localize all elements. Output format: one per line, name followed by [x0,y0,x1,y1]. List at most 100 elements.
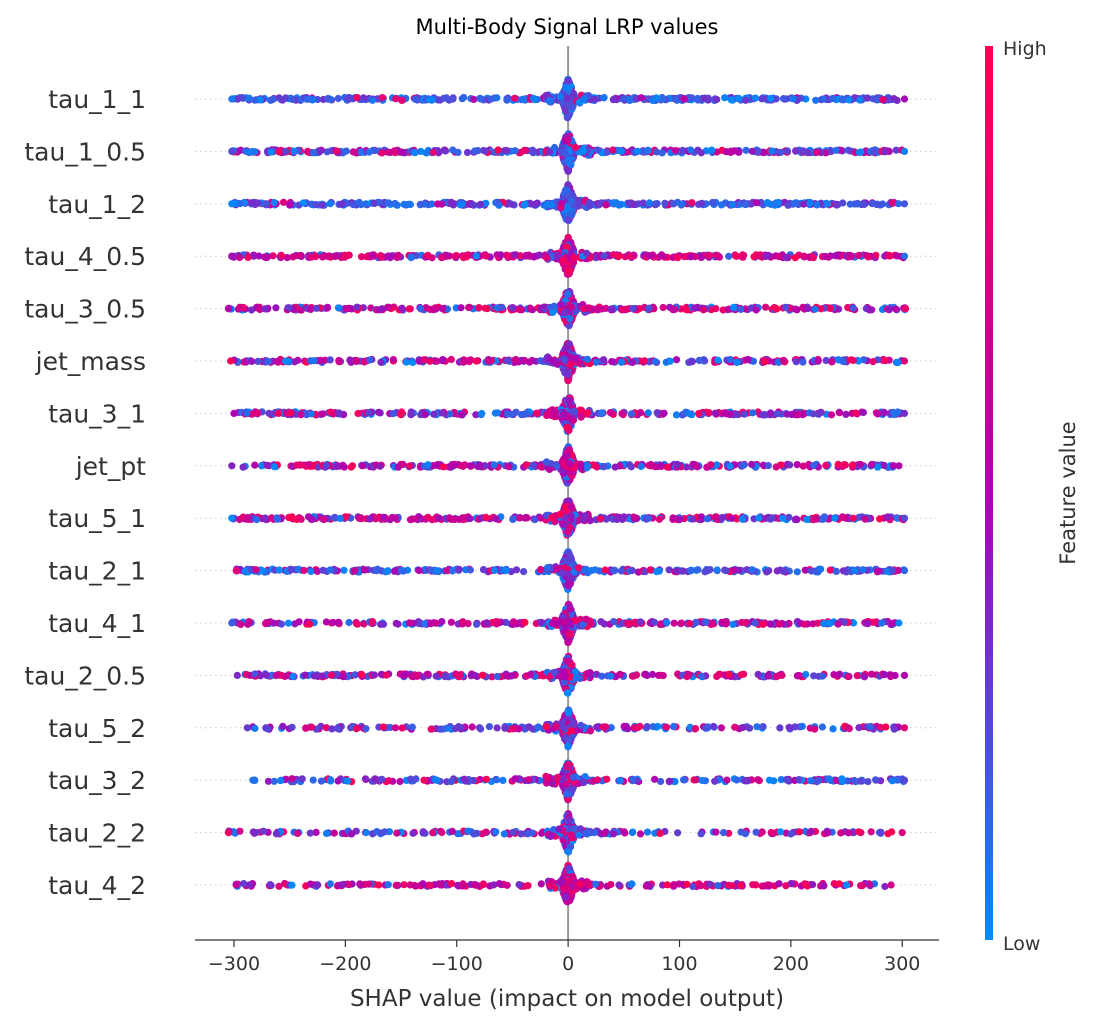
data-point [561,150,570,158]
data-point [458,200,466,208]
data-point [522,251,530,260]
data-point [459,358,468,366]
data-point [392,201,400,209]
data-point [706,252,714,260]
data-point [413,96,421,104]
data-point [892,358,901,366]
data-point [449,146,457,154]
data-point [526,304,534,312]
data-point [449,95,457,103]
data-point [511,251,519,259]
data-point [860,200,868,208]
data-point [575,98,584,106]
data-point [900,514,909,522]
data-point [556,93,565,101]
data-point [598,409,606,417]
data-point [601,566,609,574]
data-point [451,252,459,261]
data-point [881,356,889,364]
data-point [398,304,406,312]
data-point [742,201,750,209]
data-point [567,503,576,511]
data-point [625,461,634,469]
data-point [411,149,419,157]
data-point [274,357,282,365]
data-point [542,91,550,100]
data-point [388,513,396,522]
data-point [793,568,801,576]
data-point [742,96,750,104]
data-point [596,515,605,523]
data-point [859,566,867,574]
data-point [809,410,817,418]
data-point [366,356,374,364]
data-point [493,94,501,102]
data-point [661,199,669,207]
data-point [522,146,530,155]
feature-row-tau-3-0-5 [224,287,910,330]
data-point [782,254,791,262]
data-point [832,252,840,260]
data-point [553,251,561,259]
data-point [831,514,839,522]
data-point [679,146,687,154]
data-point [241,567,249,575]
data-point [355,514,363,523]
data-point [609,146,617,154]
data-point [686,410,694,418]
data-point [726,462,734,470]
data-point [760,358,768,366]
data-point [370,199,378,207]
data-point [762,303,770,311]
data-point [318,201,326,209]
data-point [299,199,307,207]
data-point [628,566,636,575]
data-point [476,200,484,208]
data-point [440,146,448,154]
data-point [433,461,441,469]
data-point [721,94,729,102]
data-point [810,461,818,470]
data-point [270,463,278,471]
data-point [341,251,349,259]
data-point [312,201,320,209]
data-point [669,514,677,522]
data-point [857,148,865,156]
data-point [338,200,346,208]
data-point [824,253,833,261]
data-point [583,249,591,257]
data-point [723,410,731,418]
data-point [706,566,714,574]
data-point [617,148,626,156]
data-point [348,462,356,470]
data-point [732,252,740,260]
data-point [543,254,551,262]
data-point [342,147,350,155]
data-point [806,199,814,207]
data-point [657,462,666,470]
data-point [565,267,573,276]
data-point [333,147,341,155]
data-point [529,94,538,102]
data-point [870,148,878,156]
data-point [375,408,383,416]
data-point [560,308,569,316]
data-point [750,253,758,261]
data-point [722,148,730,156]
data-point [707,461,715,469]
data-point [566,314,574,323]
data-point [832,146,840,154]
data-point [584,409,592,417]
data-point [600,463,608,471]
data-point [660,409,668,417]
data-point [868,200,876,208]
data-point [859,408,868,417]
data-point [335,409,343,417]
data-point [533,409,541,418]
data-point [712,305,720,313]
data-point [424,251,432,259]
data-point [653,568,661,576]
data-point [326,200,334,208]
data-point [519,95,527,103]
data-point [304,461,313,469]
